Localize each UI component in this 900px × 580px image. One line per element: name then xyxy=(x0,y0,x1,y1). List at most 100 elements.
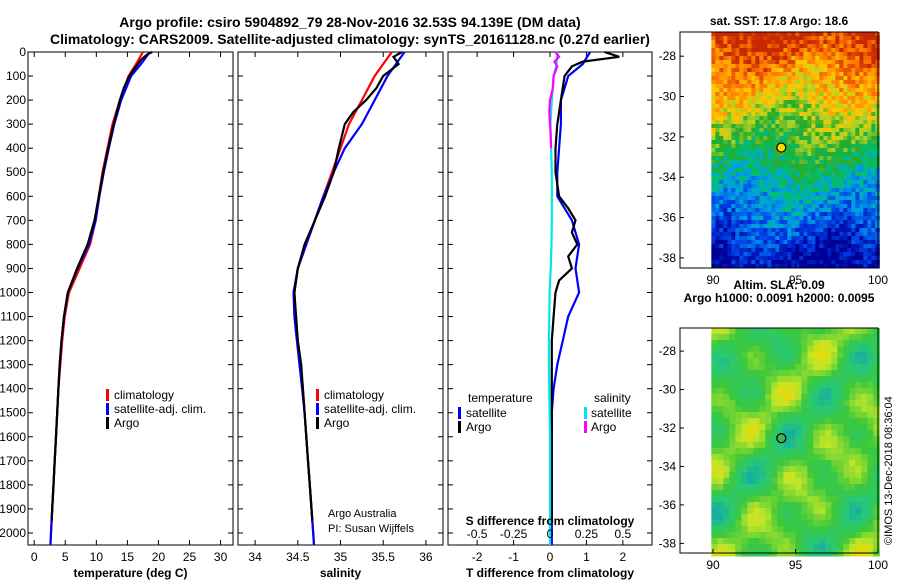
y-tick-label: 1200 xyxy=(0,334,26,348)
map-cell xyxy=(843,328,850,335)
map-cell xyxy=(743,172,748,177)
map-cell xyxy=(775,36,780,41)
map-cell xyxy=(777,466,784,473)
map-cell xyxy=(807,232,812,237)
map-cell xyxy=(715,44,720,49)
map-cell xyxy=(855,92,860,97)
map-cell xyxy=(731,56,736,61)
map-cell xyxy=(779,152,784,157)
map-cell xyxy=(871,140,876,145)
map-cell xyxy=(849,430,856,437)
map-cell xyxy=(867,502,874,509)
map-cell xyxy=(807,80,812,85)
map-cell xyxy=(795,228,800,233)
map-cell xyxy=(747,236,752,241)
map-cell xyxy=(801,508,808,515)
map-cell xyxy=(735,176,740,181)
map-cell xyxy=(747,140,752,145)
map-cell xyxy=(719,144,724,149)
map-cell xyxy=(753,514,760,521)
map-cell xyxy=(723,340,730,347)
map-cell xyxy=(731,68,736,73)
map-cell xyxy=(803,84,808,89)
map-cell xyxy=(765,364,772,371)
map-cell xyxy=(861,514,868,521)
map-cell xyxy=(727,188,732,193)
map-cell xyxy=(779,36,784,41)
map-cell xyxy=(807,328,814,335)
map-cell xyxy=(795,224,800,229)
map-cell xyxy=(751,136,756,141)
map-cell xyxy=(837,376,844,383)
map-cell xyxy=(847,100,852,105)
temperature-panel: 0100200300400500600700800900100011001200… xyxy=(0,45,234,580)
map-cell xyxy=(767,200,772,205)
map-cell xyxy=(819,124,824,129)
map-cell xyxy=(717,364,724,371)
map-cell xyxy=(843,520,850,527)
map-cell xyxy=(855,64,860,69)
map-cell xyxy=(847,68,852,73)
map-cell xyxy=(747,64,752,69)
map-cell xyxy=(843,256,848,261)
map-cell xyxy=(799,216,804,221)
map-cell xyxy=(763,96,768,101)
map-cell xyxy=(819,514,826,521)
map-cell xyxy=(739,204,744,209)
map-cell xyxy=(819,120,824,125)
map-cell xyxy=(771,136,776,141)
map-cell xyxy=(759,156,764,161)
map-cell xyxy=(795,436,802,443)
map-cell xyxy=(739,164,744,169)
map-cell xyxy=(735,454,742,461)
map-cell xyxy=(729,466,736,473)
map-cell xyxy=(791,216,796,221)
map-cell xyxy=(851,72,856,77)
map-cell xyxy=(717,376,724,383)
map-cell xyxy=(807,454,814,461)
map-cell xyxy=(727,136,732,141)
map-cell xyxy=(763,156,768,161)
map-cell xyxy=(843,232,848,237)
map-cell xyxy=(777,448,784,455)
map-cell xyxy=(815,168,820,173)
map-cell xyxy=(771,236,776,241)
map-cell xyxy=(861,436,868,443)
map-cell xyxy=(815,260,820,265)
map-cell xyxy=(787,60,792,65)
map-cell xyxy=(751,92,756,97)
map-cell xyxy=(771,224,776,229)
map-cell xyxy=(735,514,742,521)
legend-label: satellite xyxy=(466,406,507,420)
map-cell xyxy=(831,60,836,65)
map-cell xyxy=(787,212,792,217)
map-cell xyxy=(763,240,768,245)
map-cell xyxy=(755,224,760,229)
map-cell xyxy=(799,124,804,129)
map-cell xyxy=(739,108,744,113)
map-cell xyxy=(863,36,868,41)
map-cell xyxy=(727,92,732,97)
map-cell xyxy=(741,466,748,473)
map-cell xyxy=(715,260,720,265)
map-cell xyxy=(843,244,848,249)
map-cell xyxy=(825,406,832,413)
map-cell xyxy=(851,164,856,169)
map-cell xyxy=(747,200,752,205)
map-cell xyxy=(763,132,768,137)
map-cell xyxy=(861,490,868,497)
map-cell xyxy=(775,76,780,81)
map-cell xyxy=(825,424,832,431)
map-cell xyxy=(823,152,828,157)
map-cell xyxy=(729,454,736,461)
map-cell xyxy=(755,256,760,261)
map-cell xyxy=(813,394,820,401)
map-cell xyxy=(867,382,874,389)
map-cell xyxy=(867,32,872,37)
map-cell xyxy=(825,478,832,485)
map-cell xyxy=(789,436,796,443)
map-cell xyxy=(731,144,736,149)
map-cell xyxy=(861,430,868,437)
map-cell xyxy=(815,204,820,209)
map-cell xyxy=(835,240,840,245)
